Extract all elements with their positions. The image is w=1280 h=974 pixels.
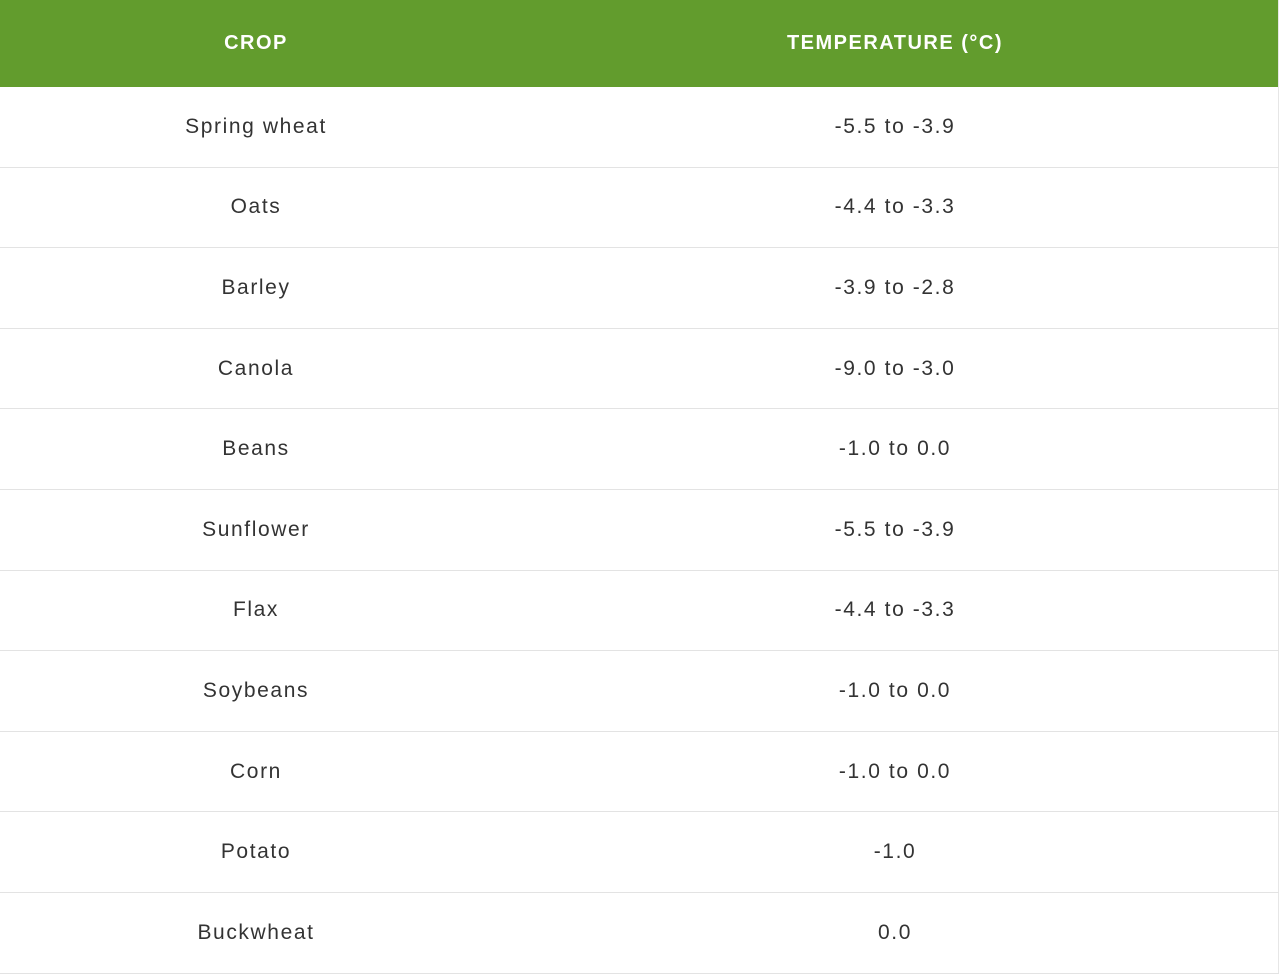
crop-cell: Soybeans: [0, 650, 512, 732]
temperature-cell: -5.5 to -3.9: [512, 489, 1279, 571]
table-row: Sunflower -5.5 to -3.9: [0, 489, 1279, 571]
crop-cell: Corn: [0, 731, 512, 813]
header-temperature: TEMPERATURE (°C): [512, 0, 1279, 87]
temperature-cell: -9.0 to -3.0: [512, 328, 1279, 410]
table-row: Corn -1.0 to 0.0: [0, 731, 1279, 813]
crop-cell: Beans: [0, 408, 512, 490]
table-row: Beans -1.0 to 0.0: [0, 408, 1279, 490]
temperature-cell: -4.4 to -3.3: [512, 570, 1279, 652]
table-row: Canola -9.0 to -3.0: [0, 328, 1279, 410]
crop-cell: Barley: [0, 247, 512, 329]
temperature-cell: -4.4 to -3.3: [512, 167, 1279, 249]
crop-cell: Flax: [0, 570, 512, 652]
header-row: CROP TEMPERATURE (°C): [0, 0, 1279, 87]
temperature-cell: 0.0: [512, 892, 1279, 974]
temperature-cell: -1.0: [512, 811, 1279, 893]
table-row: Spring wheat -5.5 to -3.9: [0, 87, 1279, 168]
crop-cell: Canola: [0, 328, 512, 410]
table-row: Flax -4.4 to -3.3: [0, 570, 1279, 652]
table-row: Soybeans -1.0 to 0.0: [0, 650, 1279, 732]
crop-cell: Buckwheat: [0, 892, 512, 974]
crop-cell: Sunflower: [0, 489, 512, 571]
table-row: Oats -4.4 to -3.3: [0, 167, 1279, 249]
temperature-cell: -1.0 to 0.0: [512, 650, 1279, 732]
table-row: Potato -1.0: [0, 811, 1279, 893]
crop-cell: Oats: [0, 167, 512, 249]
temperature-cell: -3.9 to -2.8: [512, 247, 1279, 329]
table-row: Barley -3.9 to -2.8: [0, 247, 1279, 329]
crop-cell: Potato: [0, 811, 512, 893]
crop-cell: Spring wheat: [0, 87, 512, 168]
temperature-cell: -1.0 to 0.0: [512, 731, 1279, 813]
header-crop: CROP: [0, 0, 512, 87]
table-row: Buckwheat 0.0: [0, 892, 1279, 974]
temperature-cell: -5.5 to -3.9: [512, 87, 1279, 168]
temperature-cell: -1.0 to 0.0: [512, 408, 1279, 490]
